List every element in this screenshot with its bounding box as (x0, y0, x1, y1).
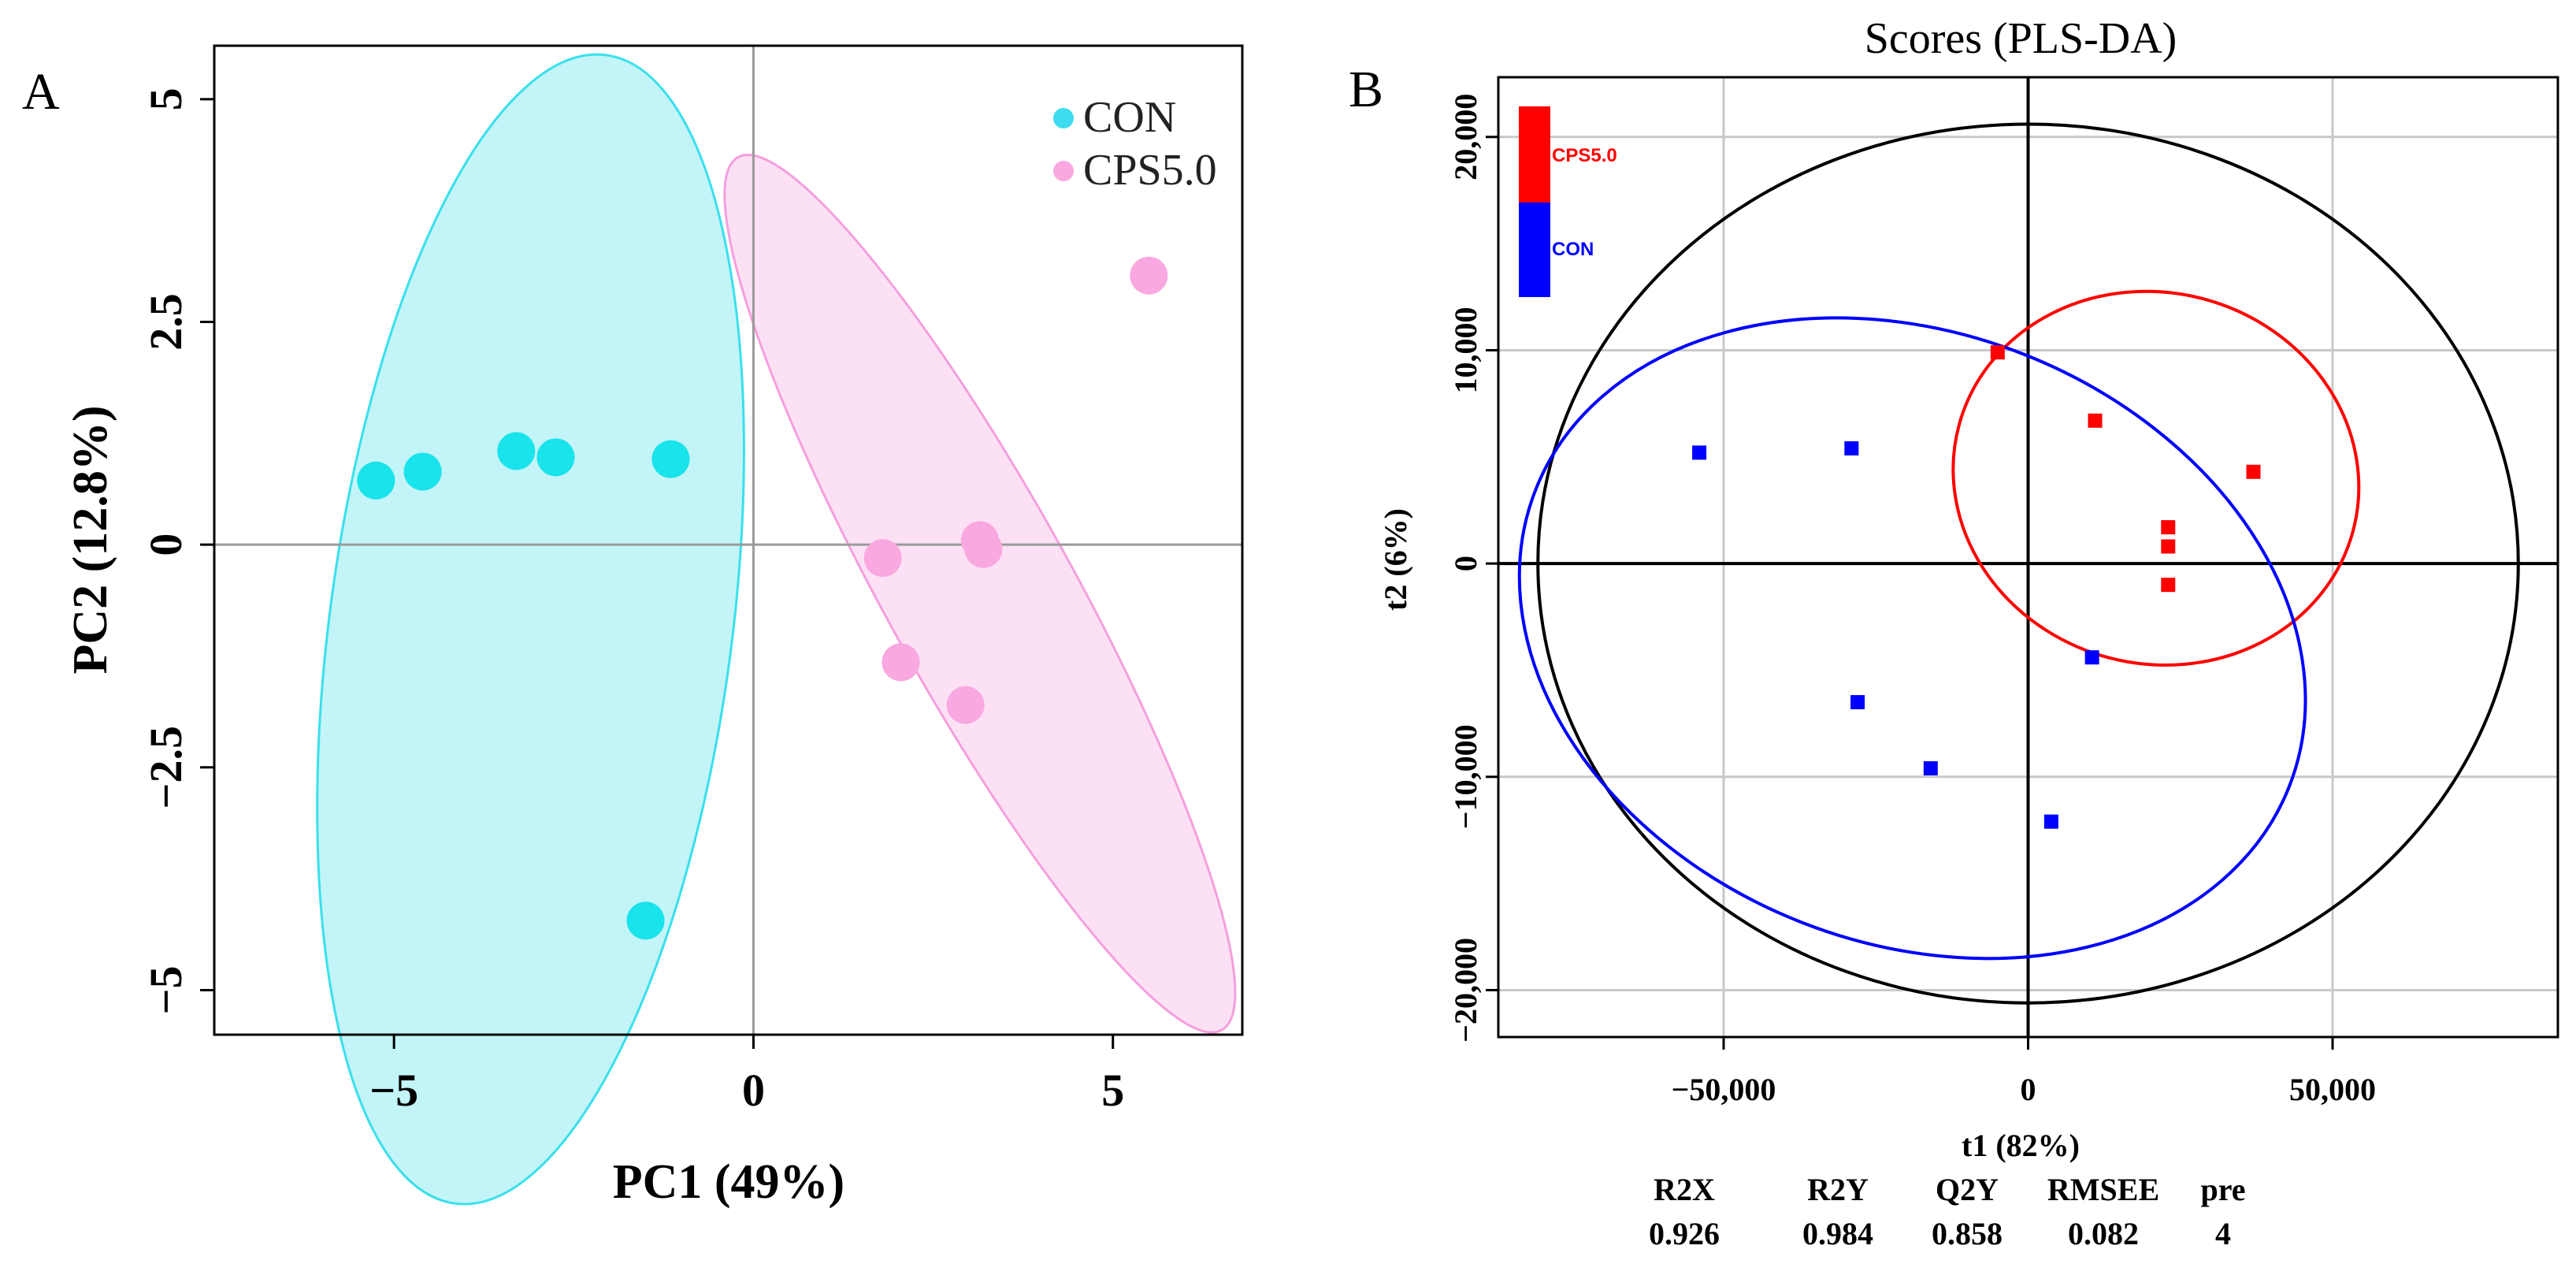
legend-marker-con (1053, 108, 1074, 128)
panel-b-data-points (1692, 345, 2261, 829)
point-cps50 (2161, 520, 2176, 535)
point-cps50 (1130, 256, 1168, 295)
legend-label-con: CON (1083, 93, 1176, 142)
confidence-ellipse-cps50 (723, 154, 1237, 1034)
y-tick-label: −2.5 (140, 726, 191, 809)
point-con (1692, 445, 1707, 460)
panel-b-y-axis: −20,000 −10,000 0 10,000 20,000 (1448, 94, 1498, 1043)
legend-label-cps50: CPS5.0 (1083, 146, 1217, 195)
stats-header: R2X (1654, 1172, 1715, 1207)
legend-marker-cps50 (1053, 161, 1074, 181)
point-cps50 (863, 539, 902, 578)
stats-header: R2Y (1807, 1172, 1869, 1207)
group-ellipse-con (1517, 316, 2307, 961)
point-con (1850, 695, 1865, 710)
point-con (626, 902, 665, 940)
panel-a-data-points (357, 256, 1168, 940)
point-con (357, 461, 395, 500)
stats-value: 0.926 (1649, 1216, 1720, 1251)
point-cps50 (882, 643, 920, 682)
panel-b-letter: B (1349, 61, 1383, 118)
y-tick-label: 10,000 (1448, 307, 1483, 393)
y-tick-label: 20,000 (1448, 94, 1483, 180)
point-con (1844, 441, 1859, 455)
x-tick-label: 5 (1101, 1065, 1124, 1116)
panel-a-confidence-ellipses (316, 53, 1237, 1206)
y-tick-label: 0 (140, 533, 191, 556)
point-cps50 (1990, 345, 2005, 360)
stats-value: 4 (2215, 1216, 2231, 1251)
legend-bar-con (1519, 203, 1550, 297)
point-con (2043, 814, 2058, 829)
group-ellipse-cps50 (1951, 289, 2361, 667)
confidence-ellipse-con (316, 53, 745, 1206)
stats-value: 0.082 (2068, 1216, 2139, 1251)
x-tick-label: 0 (742, 1065, 765, 1116)
y-tick-label: −10,000 (1448, 724, 1483, 829)
panel-b-model-statistics: R2X R2Y Q2Y RMSEE pre 0.926 0.984 0.858 0.082 4 (1649, 1172, 2246, 1251)
point-cps50 (2161, 578, 2176, 593)
hotelling-t2-ellipse (1536, 122, 2520, 1005)
panel-b-plsda-plot: B Scores (PLS-DA) CPS5.0 CON −50,000 0 50,… (1349, 14, 2559, 1251)
y-tick-label: −5 (140, 965, 191, 1014)
y-tick-label: 2.5 (140, 293, 191, 351)
stats-value: 0.858 (1932, 1216, 2003, 1251)
point-cps50 (2088, 413, 2103, 428)
panel-a-letter: A (22, 63, 60, 121)
x-tick-label: 50,000 (2289, 1072, 2376, 1107)
x-tick-label: −50,000 (1672, 1072, 1776, 1107)
legend-label-con: CON (1552, 239, 1594, 260)
x-tick-label: 0 (2021, 1072, 2036, 1107)
panel-a-x-axis-title: PC1 (49%) (613, 1155, 844, 1209)
stats-header: RMSEE (2047, 1172, 2159, 1207)
point-con (497, 432, 536, 470)
stats-header: pre (2200, 1172, 2245, 1207)
point-cps50 (2161, 539, 2176, 554)
panel-a-y-axis: −5 −2.5 0 2.5 5 (140, 87, 214, 1014)
panel-b-x-axis: −50,000 0 50,000 (1672, 1037, 2376, 1107)
y-tick-label: −20,000 (1448, 938, 1483, 1043)
panel-b-ellipses (1517, 122, 2520, 1005)
stats-header: Q2Y (1936, 1172, 1999, 1207)
panel-a-y-axis-title: PC2 (12.8%) (64, 406, 117, 675)
point-cps50 (2246, 464, 2261, 479)
panel-a-x-axis: −5 0 5 (369, 1035, 1124, 1116)
panel-b-reference-lines (1498, 77, 2558, 1037)
point-con (2084, 650, 2099, 665)
panel-a-pca-plot: A −5 0 5 −5 −2.5 0 2.5 5 PC1 (49%) PC2 (12.8%)… (22, 44, 1244, 1209)
legend-label-cps50: CPS5.0 (1552, 145, 1617, 166)
point-con (403, 452, 442, 491)
panel-b-legend: CPS5.0 CON (1519, 106, 1617, 297)
y-tick-label: 5 (140, 87, 191, 110)
panel-b-y-axis-title: t2 (6%) (1378, 508, 1413, 611)
panel-b-x-axis-title: t1 (82%) (1962, 1128, 2080, 1163)
point-cps50 (964, 530, 1003, 568)
x-tick-label: −5 (369, 1065, 418, 1116)
y-tick-label: 0 (1448, 556, 1483, 571)
panel-a-legend: CON CPS5.0 (1053, 93, 1217, 195)
stats-value: 0.984 (1802, 1216, 1873, 1251)
panel-b-title: Scores (PLS-DA) (1865, 14, 2177, 63)
point-con (536, 438, 575, 477)
point-con (1923, 760, 1938, 775)
point-cps50 (946, 686, 985, 724)
point-con (651, 440, 690, 478)
legend-bar-cps50 (1519, 106, 1550, 203)
panel-a-plot-frame (213, 44, 1244, 1036)
